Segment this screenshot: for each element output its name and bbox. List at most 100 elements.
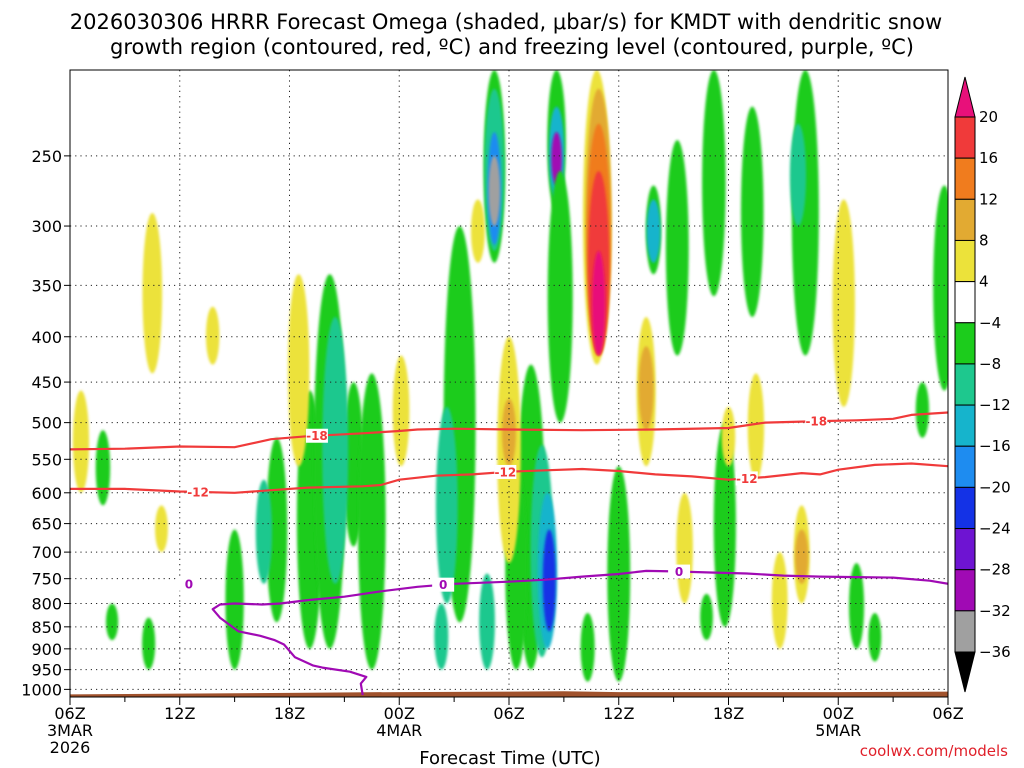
omega-cell-25 (702, 70, 726, 297)
y-tick-label-800: 800 (31, 595, 62, 614)
colorbar-band-10 (954, 528, 976, 571)
freezing-level-contour-label-bg-0 (177, 576, 200, 591)
x-date-label-18: 4MAR (376, 721, 422, 740)
omega-cell-46 (392, 355, 410, 467)
x-tick-label-0: 06Z (54, 704, 85, 723)
y-tick-label-850: 850 (31, 618, 62, 637)
dgz-contour-m12-label-2: -12 (736, 472, 758, 486)
omega-cell-26 (665, 140, 689, 356)
colorbar-band-4 (954, 281, 976, 324)
colorbar-band-6 (954, 363, 976, 406)
colorbar-label-1: 16 (979, 149, 998, 167)
freezing-level-contour-label-0: 0 (185, 577, 193, 591)
colorbar-label-0: 20 (979, 108, 998, 126)
colorbar-label-13: −36 (979, 643, 1011, 661)
dgz-contour-m18 (70, 411, 948, 451)
omega-cell-21 (479, 573, 495, 670)
colorbar-label-6: −8 (979, 355, 1001, 373)
freezing-level-contour-label-bg-2 (668, 564, 691, 579)
omega-cell-34 (915, 382, 930, 438)
colorbar-band-5 (954, 322, 976, 365)
dgz-contour-m18-label-bg-0 (305, 428, 328, 443)
omega-cell-37 (142, 617, 156, 670)
x-tick-label-42: 00Z (823, 704, 854, 723)
omega-cell-56 (638, 346, 654, 431)
omega-cell-63 (72, 390, 90, 493)
chart-title-line2: growth region (contoured, red, ºC) and f… (110, 35, 914, 59)
colorbar-band-3 (954, 239, 976, 283)
colorbar-label-11: −28 (979, 561, 1011, 579)
omega-cell-31 (848, 562, 865, 649)
freezing-level-contour-label-bg-1 (432, 577, 455, 592)
dgz-contour-m12 (70, 462, 948, 494)
colorbar-label-10: −24 (979, 520, 1011, 538)
colorbar-bottom-arrow (954, 651, 976, 693)
omega-cell-24 (646, 199, 661, 263)
omega-cell-64 (155, 505, 168, 553)
x-year-label-0: 2026 (50, 738, 91, 757)
x-date-label-42: 5MAR (815, 721, 861, 740)
dgz-contour-m12-label-1: -12 (494, 465, 516, 479)
omega-cell-61 (832, 199, 855, 407)
x-date-label-0: 3MAR (47, 721, 93, 740)
omega-cell-36 (105, 603, 119, 641)
dgz-contour-m12-label-bg-2 (735, 471, 758, 486)
y-tick-label-450: 450 (31, 373, 62, 392)
dgz-contour-m12-label-bg-0 (187, 484, 210, 499)
dgz-contour-m18-label-1: -18 (805, 415, 827, 429)
omega-cell-65 (721, 406, 736, 467)
y-tick-label-900: 900 (31, 640, 62, 659)
y-tick-label-250: 250 (31, 147, 62, 166)
chart-title-line1: 2026030306 HRRR Forecast Omega (shaded, … (70, 10, 942, 34)
omega-cell-43 (142, 212, 163, 374)
colorbar: 20 16 12 8 4 −4 −8 −12 −16 −20 −24 −28 −32 −36 (954, 76, 1011, 693)
freezing-level-contour-label-1: 0 (439, 578, 447, 592)
omega-shading-layer (72, 70, 948, 682)
y-tick-label-600: 600 (31, 484, 62, 503)
omega-cell-47 (471, 199, 485, 263)
x-tick-label-30: 12Z (603, 704, 634, 723)
omega-cell-58 (747, 373, 765, 480)
omega-cell-40 (700, 593, 713, 641)
terrain-fill (70, 691, 948, 697)
omega-cell-38 (225, 529, 244, 670)
y-tick-label-400: 400 (31, 328, 62, 347)
y-tick-label-550: 550 (31, 450, 62, 469)
dgz-contour-m18-label-0: -18 (306, 429, 328, 443)
omega-cell-7 (322, 317, 349, 584)
colorbar-label-3: 8 (979, 231, 989, 249)
colorbar-label-5: −4 (979, 314, 1001, 332)
omega-cell-30 (789, 123, 807, 227)
y-tick-label-300: 300 (31, 217, 62, 236)
x-tick-label-24: 06Z (493, 704, 524, 723)
omega-cell-8 (357, 373, 386, 670)
credit-text: coolwx.com/models (860, 742, 1008, 760)
omega-cell-2 (266, 437, 288, 623)
colorbar-band-12 (954, 610, 976, 653)
y-axis: 250 300 350 400 450 500 550 600 650 700 750 800 850 9… (21, 147, 70, 699)
omega-cell-41 (580, 613, 595, 682)
colorbar-label-9: −20 (979, 478, 1011, 496)
colorbar-band-9 (954, 486, 976, 530)
colorbar-label-12: −32 (979, 602, 1011, 620)
contour-layer (70, 411, 948, 696)
omega-cell-35 (95, 430, 111, 506)
x-tick-label-48: 06Z (932, 704, 963, 723)
omega-cell-44 (205, 306, 220, 365)
y-tick-label-700: 700 (31, 543, 62, 562)
y-tick-label-1000: 1000 (21, 680, 62, 699)
colorbar-band-8 (954, 445, 976, 488)
omega-cell-62 (771, 552, 788, 649)
omega-cell-1 (435, 406, 458, 604)
terrain-layer (70, 691, 948, 697)
colorbar-label-2: 12 (979, 190, 998, 208)
omega-cell-22 (434, 603, 449, 670)
omega-cell-12 (488, 155, 501, 227)
colorbar-label-7: −12 (979, 396, 1011, 414)
contour-labels: -18 -18 -12 -12 -12 0 0 0 (177, 414, 828, 592)
x-tick-label-12: 18Z (274, 704, 305, 723)
omega-cell-49 (501, 398, 517, 467)
colorbar-band-1 (954, 157, 976, 200)
y-tick-label-350: 350 (31, 276, 62, 295)
